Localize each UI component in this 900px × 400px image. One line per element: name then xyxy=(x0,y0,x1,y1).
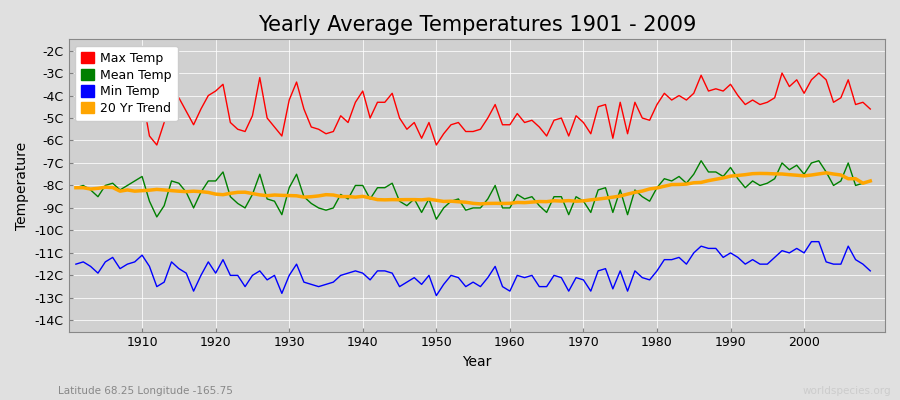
Mean Temp xyxy=(292,172,302,177)
Max Temp xyxy=(600,102,611,107)
20 Yr Trend xyxy=(512,200,523,205)
Line: 20 Yr Trend: 20 Yr Trend xyxy=(76,173,870,204)
Text: worldspecies.org: worldspecies.org xyxy=(803,386,891,396)
Min Temp xyxy=(336,273,346,278)
Mean Temp xyxy=(696,158,706,163)
Max Temp xyxy=(151,142,162,147)
Y-axis label: Temperature: Temperature xyxy=(15,141,29,230)
Mean Temp xyxy=(130,178,140,183)
X-axis label: Year: Year xyxy=(462,355,491,369)
Min Temp xyxy=(806,239,817,244)
Max Temp xyxy=(505,122,516,127)
Max Temp xyxy=(70,98,81,102)
Line: Max Temp: Max Temp xyxy=(76,73,870,145)
Min Temp xyxy=(505,289,516,294)
20 Yr Trend xyxy=(600,196,611,200)
Min Temp xyxy=(130,260,140,264)
Max Temp xyxy=(130,98,140,102)
Max Temp xyxy=(299,107,310,112)
Mean Temp xyxy=(336,192,346,197)
Mean Temp xyxy=(600,185,611,190)
20 Yr Trend xyxy=(821,170,832,175)
Mean Temp xyxy=(505,206,516,210)
Max Temp xyxy=(865,107,876,112)
Min Temp xyxy=(512,273,523,278)
20 Yr Trend xyxy=(475,202,486,206)
Mean Temp xyxy=(865,178,876,183)
Title: Yearly Average Temperatures 1901 - 2009: Yearly Average Temperatures 1901 - 2009 xyxy=(257,15,696,35)
Line: Min Temp: Min Temp xyxy=(76,242,870,296)
Mean Temp xyxy=(70,185,81,190)
20 Yr Trend xyxy=(336,194,346,199)
20 Yr Trend xyxy=(292,193,302,198)
Max Temp xyxy=(777,71,788,76)
Max Temp xyxy=(343,120,354,125)
Max Temp xyxy=(512,111,523,116)
Min Temp xyxy=(292,262,302,266)
Text: Latitude 68.25 Longitude -165.75: Latitude 68.25 Longitude -165.75 xyxy=(58,386,233,396)
Min Temp xyxy=(865,268,876,273)
Mean Temp xyxy=(431,217,442,222)
Line: Mean Temp: Mean Temp xyxy=(76,161,870,219)
20 Yr Trend xyxy=(130,189,140,194)
Min Temp xyxy=(600,266,611,271)
20 Yr Trend xyxy=(865,178,876,183)
20 Yr Trend xyxy=(70,185,81,190)
20 Yr Trend xyxy=(505,201,516,206)
Min Temp xyxy=(431,293,442,298)
Legend: Max Temp, Mean Temp, Min Temp, 20 Yr Trend: Max Temp, Mean Temp, Min Temp, 20 Yr Tre… xyxy=(75,46,177,121)
Min Temp xyxy=(70,262,81,266)
Mean Temp xyxy=(512,192,523,197)
